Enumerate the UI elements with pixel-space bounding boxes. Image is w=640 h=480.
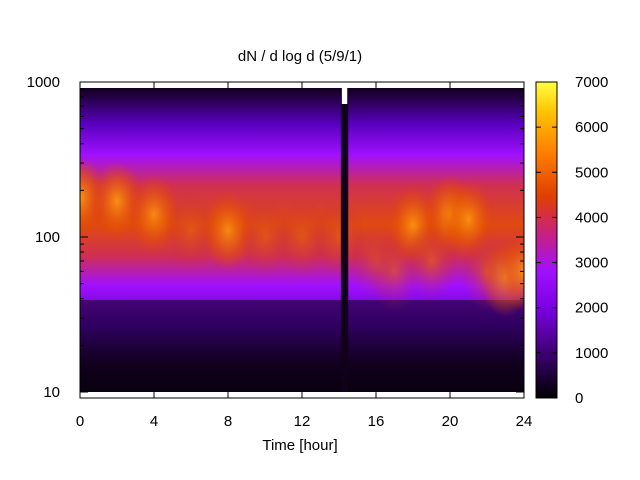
colorbar-tick-label: 0 [575, 390, 583, 407]
chart-title: dN / d log d (5/9/1) [238, 48, 362, 65]
colorbar-tick-label: 6000 [575, 119, 608, 136]
colorbar-tick-label: 1000 [575, 345, 608, 362]
heatmap-hotspot [165, 190, 217, 271]
y-tick-label: 1000 [27, 74, 60, 91]
colorbar-gradient [535, 81, 558, 399]
y-tick-label: 10 [43, 384, 60, 401]
colorbar-tick-label: 4000 [575, 209, 608, 226]
x-tick-label: 0 [76, 413, 84, 430]
heatmap-area [80, 82, 524, 392]
colorbar-tick-label: 5000 [575, 164, 608, 181]
heatmap-hotspot [498, 231, 524, 312]
colorbar-tick-label: 7000 [575, 74, 608, 91]
x-tick-label: 24 [516, 413, 533, 430]
heatmap-hotspot [276, 197, 328, 277]
x-axis: 0 4 8 12 16 20 24 [76, 82, 533, 430]
x-tick-label: 12 [294, 413, 311, 430]
x-tick-label: 16 [368, 413, 385, 430]
y-tick-label: 100 [35, 229, 60, 246]
x-tick-label: 8 [224, 413, 232, 430]
x-tick-label: 4 [150, 413, 158, 430]
x-axis-label: Time [hour] [262, 437, 337, 454]
colorbar: 0 1000 2000 3000 4000 5000 6000 7000 [535, 74, 608, 407]
data-gap [340, 88, 349, 392]
heatmap-hotspot [239, 197, 291, 277]
colorbar-tick-label: 3000 [575, 255, 608, 272]
data-gap-top [341, 82, 348, 104]
colorbar-tick-label: 2000 [575, 300, 608, 317]
x-tick-label: 20 [442, 413, 459, 430]
y-axis: 10 100 1000 [27, 74, 524, 401]
